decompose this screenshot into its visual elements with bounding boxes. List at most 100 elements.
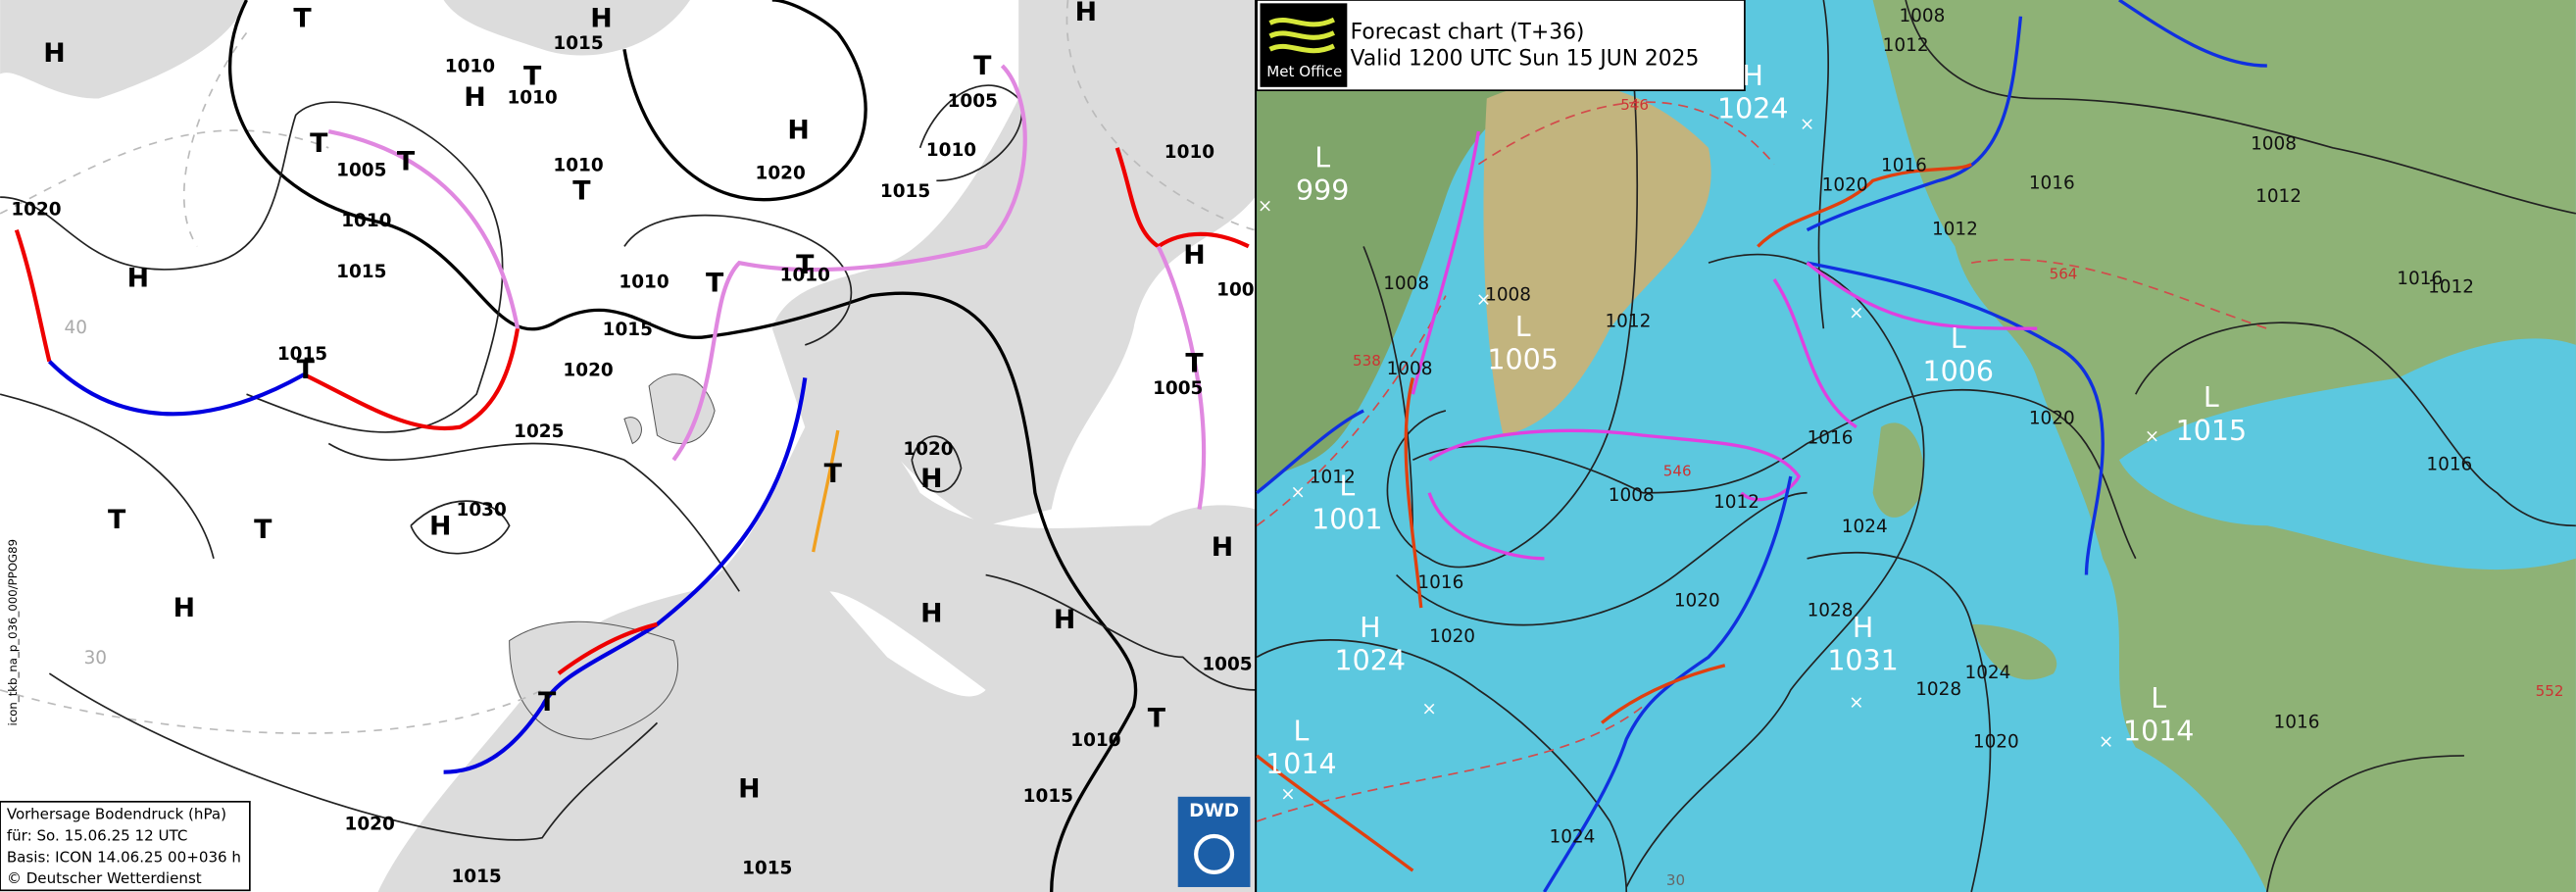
pressure-label: 1015 xyxy=(603,320,653,340)
center-marker: × xyxy=(2099,731,2113,752)
isobar-label: 1024 xyxy=(1964,663,2010,683)
center-marker: × xyxy=(1476,290,1491,311)
center-type: L xyxy=(1951,322,1966,355)
center-type: L xyxy=(2151,682,2166,715)
isobar-label: 1024 xyxy=(1549,827,1595,848)
center-type: L xyxy=(2204,381,2219,414)
isobar-label: 1016 xyxy=(1881,155,1927,175)
pressure-label: 1005 xyxy=(336,160,386,180)
center-pressure: 999 xyxy=(1296,174,1349,207)
center-pressure: 1024 xyxy=(1335,644,1406,676)
isobar-label: 1008 xyxy=(1609,485,1655,506)
isobar xyxy=(1386,0,1925,888)
dwd-logo-swirl xyxy=(1194,833,1235,874)
warm-front xyxy=(303,327,520,430)
logo-text: Met Office xyxy=(1266,63,1342,80)
isobar-label: 1016 xyxy=(1417,572,1463,593)
isobar xyxy=(48,435,963,841)
isobar-label: 1020 xyxy=(1822,174,1868,195)
pressure-system: H xyxy=(43,38,65,69)
isobar-label: 1012 xyxy=(1605,311,1651,331)
pressure-system: T xyxy=(397,146,416,176)
pressure-label: 1030 xyxy=(457,500,507,520)
pressure-system: H xyxy=(1054,605,1075,635)
pressure-system: H xyxy=(1075,0,1097,27)
isobar-label: 1024 xyxy=(1842,517,1888,537)
isobar-label: 1020 xyxy=(1973,731,2019,752)
pressure-system: H xyxy=(738,774,760,805)
pressure-label: 1010 xyxy=(341,211,391,231)
isobar-label: 1012 xyxy=(1932,220,1978,240)
isobar-label: 1020 xyxy=(1429,626,1475,647)
center-pressure: 1024 xyxy=(1717,92,1788,124)
cold-front xyxy=(1543,475,1793,892)
pressure-label: 1020 xyxy=(11,200,61,221)
isobar-label: 1028 xyxy=(1915,679,1961,700)
isobar-label: 1020 xyxy=(1674,590,1720,611)
latitude-label: 40 xyxy=(64,318,86,338)
pressure-label: 1025 xyxy=(514,421,564,442)
pressure-label: 1010 xyxy=(926,140,976,161)
center-marker: × xyxy=(1258,196,1272,217)
warm-front xyxy=(1115,147,1250,249)
warm-front xyxy=(557,621,658,675)
cold-front xyxy=(1256,0,2267,495)
isobar-label: 1016 xyxy=(2426,454,2472,474)
warm-front xyxy=(1256,377,1726,872)
thickness-label: 552 xyxy=(2536,682,2564,700)
land xyxy=(771,0,1256,526)
occluded-front xyxy=(1156,245,1207,510)
isobar xyxy=(1256,246,1628,892)
pressure-label: 1015 xyxy=(277,344,327,365)
center-marker: × xyxy=(1290,482,1305,503)
pressure-system: H xyxy=(464,82,485,113)
pressure-system: H xyxy=(920,598,942,628)
pressure-system: T xyxy=(297,355,316,385)
isobar xyxy=(1396,388,2137,626)
pressure-label: 100 xyxy=(1216,280,1254,301)
thickness-label: 564 xyxy=(2050,265,2078,282)
isobar xyxy=(327,442,740,592)
pressure-system: T xyxy=(572,176,591,207)
center-pressure: 1031 xyxy=(1827,644,1898,676)
pressure-label: 1020 xyxy=(756,164,806,184)
center-pressure: 1005 xyxy=(1487,344,1558,376)
trough xyxy=(812,429,840,553)
pressure-system: T xyxy=(523,61,542,91)
center-type: H xyxy=(1360,612,1380,644)
metoffice-map: Met Office Forecast chart (T+36) Valid 1… xyxy=(1256,0,2576,892)
center-type: L xyxy=(1293,715,1309,747)
isobar-label: 1012 xyxy=(1883,35,1929,56)
cold-front xyxy=(1807,261,2105,575)
isobar-label: 1020 xyxy=(2029,408,2075,428)
center-type: H xyxy=(1743,60,1763,92)
center-type: L xyxy=(1314,142,1330,174)
sea xyxy=(829,591,986,697)
chart-title: Forecast chart (T+36) xyxy=(1351,21,1585,45)
warm-front xyxy=(1757,163,1972,248)
isobar-label: 1016 xyxy=(2397,269,2443,289)
pressure-system: H xyxy=(920,464,942,494)
pressure-label: 1010 xyxy=(1070,730,1120,751)
occluded-front xyxy=(671,64,1027,462)
dwd-map: DWD icon_tkb_na_p_036_000/PPOG89 xyxy=(0,0,1256,892)
isobar-label: 1016 xyxy=(2029,173,2075,194)
center-pressure: 1001 xyxy=(1312,503,1382,535)
occluded-front xyxy=(327,129,520,329)
pressure-label: 1020 xyxy=(563,361,613,381)
pressure-label: 1005 xyxy=(1202,655,1252,675)
center-pressure: 1014 xyxy=(1265,748,1336,780)
pressure-system: T xyxy=(108,505,126,535)
pressure-system: T xyxy=(973,51,992,81)
land xyxy=(1872,422,2057,680)
info-box xyxy=(0,800,251,892)
pressure-system: T xyxy=(1185,349,1204,379)
pressure-label: 1010 xyxy=(780,266,830,286)
pressure-system: H xyxy=(787,116,809,146)
pressure-label: 1015 xyxy=(880,181,930,202)
isobar-label: 1008 xyxy=(1485,285,1531,306)
pressure-label: 1015 xyxy=(742,859,792,879)
cold-front xyxy=(443,377,808,774)
